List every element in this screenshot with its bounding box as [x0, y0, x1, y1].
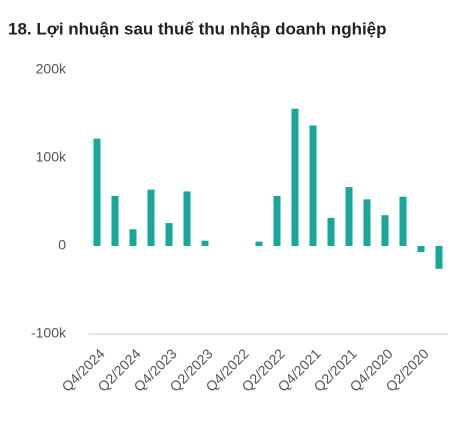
bar	[417, 246, 425, 253]
bar	[345, 187, 353, 246]
bar	[129, 229, 137, 246]
bar	[309, 125, 317, 246]
y-tick-label: -100k	[31, 325, 67, 341]
bar	[165, 223, 173, 246]
bar	[93, 138, 101, 246]
y-tick-label: 100k	[36, 149, 67, 165]
bar	[183, 191, 191, 246]
y-tick-label: 0	[58, 237, 66, 253]
y-tick-label: 200k	[36, 61, 67, 77]
chart-title: 18. Lợi nhuận sau thuế thu nhập doanh ng…	[8, 19, 387, 38]
bar	[435, 246, 443, 269]
bar	[147, 189, 155, 246]
bar	[255, 241, 263, 246]
bar	[363, 199, 371, 246]
bar	[273, 195, 281, 246]
bar	[111, 195, 119, 246]
bar	[399, 196, 407, 246]
bar	[291, 108, 299, 246]
bar	[381, 215, 389, 246]
bar	[327, 217, 335, 246]
bar	[201, 240, 209, 246]
